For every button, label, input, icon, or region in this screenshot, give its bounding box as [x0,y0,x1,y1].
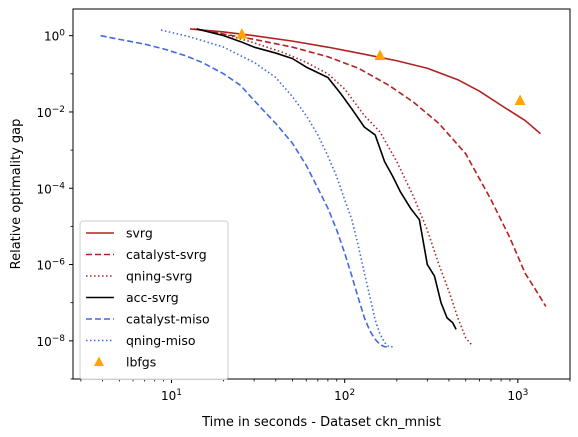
legend-box [79,220,229,380]
series-lbfgs-marker [236,28,248,39]
series-catalyst-svrg-line [193,28,547,307]
y-tick-label: 10−6 [36,258,65,273]
legend-catalyst-svrg-label: catalyst-svrg [126,247,207,262]
series-qning-svrg-line [196,28,473,346]
legend-qning-miso-label: qning-miso [126,333,196,348]
y-tick-label: 10−4 [36,181,65,196]
x-tick-label: 101 [161,388,182,403]
series-catalyst-miso-line [100,34,389,348]
axes-frame [72,8,571,380]
y-axis-label: Relative optimality gap [9,119,24,270]
legend-svrg-label: svrg [126,226,153,241]
plot-area [100,28,547,348]
legend: svrg catalyst-svrg qning-svrg acc-svrg catal… [79,220,229,380]
series-lbfgs-marker [374,49,386,61]
series-lbfgs-marker [514,94,526,105]
y-tick-label: 10−2 [36,105,65,120]
legend-lbfgs-swatch [94,356,104,366]
x-tick-label: 102 [334,388,355,403]
x-axis-label: Time in seconds - Dataset ckn_mnist [201,415,441,430]
y-tick-label: 10−8 [36,334,65,349]
legend-lbfgs-label: lbfgs [126,355,156,370]
legend-catalyst-miso-label: catalyst-miso [126,312,210,327]
x-tick-label: 103 [507,388,528,403]
y-tick-label: 100 [44,29,65,44]
series-acc-svrg-line [196,28,457,330]
ticks: 101 102 103 100 10−2 10−4 10−6 10−8 [36,29,571,403]
legend-qning-svrg-label: qning-svrg [126,269,192,284]
legend-acc-svrg-label: acc-svrg [126,290,179,305]
series-svrg-line [189,28,541,135]
